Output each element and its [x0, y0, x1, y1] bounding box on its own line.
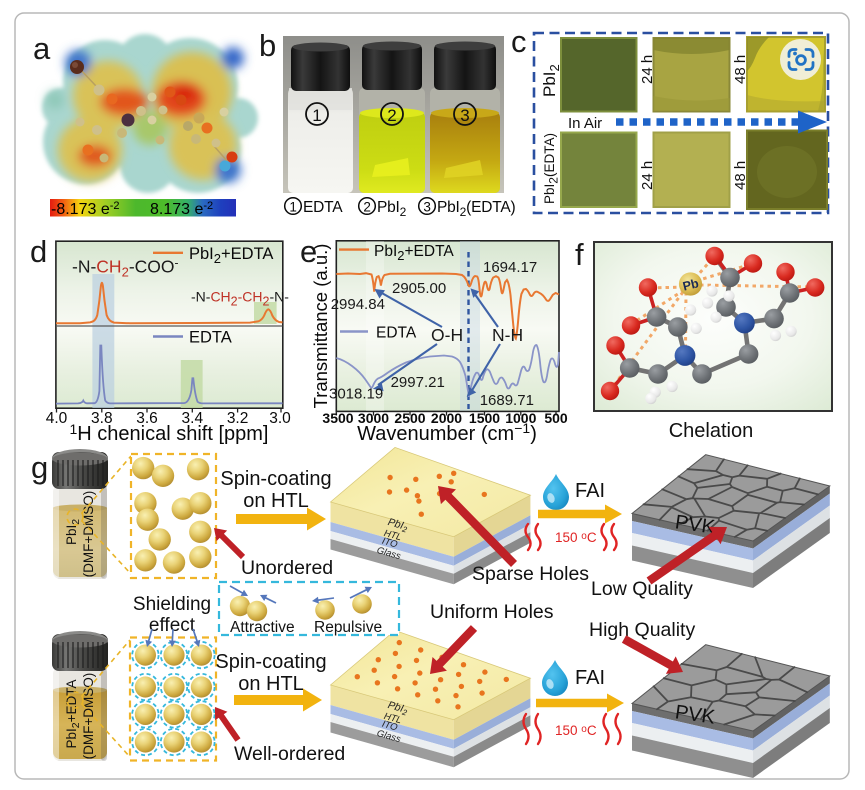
svg-text:1: 1	[312, 106, 321, 125]
svg-text:c: c	[511, 24, 527, 59]
svg-text:FAI: FAI	[575, 480, 605, 502]
svg-text:Wavenumber (cm−1): Wavenumber (cm−1)	[357, 420, 537, 445]
svg-text:150 oC: 150 oC	[555, 530, 597, 545]
svg-text:In Air: In Air	[568, 115, 602, 132]
svg-text:1500: 1500	[469, 410, 500, 426]
svg-text:(DMF+DMSO): (DMF+DMSO)	[81, 673, 96, 760]
svg-text:3.4: 3.4	[182, 410, 204, 427]
svg-text:PbI2+EDTA: PbI2+EDTA	[189, 245, 273, 266]
svg-text:24 h: 24 h	[639, 55, 656, 84]
svg-text:3000: 3000	[358, 410, 389, 426]
svg-text:PbI2(EDTA): PbI2(EDTA)	[542, 133, 561, 204]
svg-text:1689.71: 1689.71	[480, 392, 534, 409]
svg-text:2997.21: 2997.21	[391, 374, 445, 391]
svg-text:EDTA: EDTA	[376, 325, 417, 342]
svg-text:24 h: 24 h	[639, 161, 656, 190]
svg-text:PbI2(EDTA): PbI2(EDTA)	[437, 199, 516, 219]
svg-text:on HTL: on HTL	[238, 673, 304, 695]
svg-text:d: d	[30, 234, 47, 269]
svg-text:N-H: N-H	[492, 325, 523, 345]
svg-text:4.0: 4.0	[46, 410, 68, 427]
svg-text:Unordered: Unordered	[241, 557, 333, 579]
svg-text:effect: effect	[149, 615, 196, 636]
svg-text:Chelation: Chelation	[669, 420, 754, 442]
svg-text:3.2: 3.2	[227, 410, 249, 427]
svg-text:3: 3	[460, 106, 469, 125]
svg-text:Low Quality: Low Quality	[591, 578, 693, 600]
svg-text:2000: 2000	[431, 410, 462, 426]
svg-text:3500: 3500	[322, 410, 353, 426]
svg-text:1694.17: 1694.17	[483, 259, 537, 276]
svg-text:PbI2: PbI2	[377, 199, 407, 219]
svg-text:Sparse Holes: Sparse Holes	[472, 563, 589, 585]
svg-text:48 h: 48 h	[732, 161, 749, 190]
svg-text:HTL: HTL	[383, 711, 403, 726]
svg-text:FAI: FAI	[575, 667, 605, 689]
svg-text:ITO: ITO	[381, 536, 400, 551]
svg-text:3.8: 3.8	[91, 410, 113, 427]
svg-text:3018.19: 3018.19	[329, 386, 383, 403]
svg-text:PbI2+EDTA: PbI2+EDTA	[374, 243, 454, 263]
svg-text:b: b	[259, 28, 276, 63]
svg-text:8.173 e-2: 8.173 e-2	[150, 200, 213, 218]
svg-text:2500: 2500	[394, 410, 425, 426]
svg-text:-N-CH2-COO-: -N-CH2-COO-	[72, 256, 179, 280]
svg-text:ITO: ITO	[381, 719, 400, 734]
svg-text:-8.173 e-2: -8.173 e-2	[51, 200, 120, 218]
svg-text:48 h: 48 h	[732, 55, 749, 84]
svg-text:2905.00: 2905.00	[392, 280, 446, 297]
svg-text:3.0: 3.0	[269, 410, 291, 427]
svg-text:2994.84: 2994.84	[331, 296, 385, 313]
svg-text:EDTA: EDTA	[189, 329, 232, 347]
svg-text:High Quality: High Quality	[589, 619, 695, 641]
svg-text:Transmittance (a.u.): Transmittance (a.u.)	[310, 244, 331, 409]
svg-text:1: 1	[289, 200, 296, 215]
svg-text:O-H: O-H	[431, 325, 463, 345]
svg-text:3.6: 3.6	[136, 410, 158, 427]
svg-text:1H chenical shift [ppm]: 1H chenical shift [ppm]	[70, 421, 269, 445]
svg-text:2: 2	[387, 106, 396, 125]
svg-text:Repulsive: Repulsive	[314, 619, 382, 636]
svg-text:3: 3	[423, 200, 430, 215]
svg-text:2: 2	[363, 200, 370, 215]
svg-text:(DMF+DMSO): (DMF+DMSO)	[81, 491, 96, 578]
svg-text:PbI2: PbI2	[540, 64, 562, 97]
svg-text:1000: 1000	[505, 410, 536, 426]
svg-text:f: f	[575, 237, 584, 272]
svg-text:Pb: Pb	[681, 276, 700, 294]
svg-text:Spin-coating: Spin-coating	[220, 468, 331, 490]
svg-text:a: a	[33, 31, 51, 66]
svg-text:Uniform Holes: Uniform Holes	[430, 601, 554, 623]
svg-text:EDTA: EDTA	[303, 199, 343, 216]
svg-text:Spin-coating: Spin-coating	[215, 651, 326, 673]
svg-text:Attractive: Attractive	[230, 619, 295, 636]
svg-text:Well-ordered: Well-ordered	[234, 743, 345, 765]
svg-text:Shielding: Shielding	[133, 594, 211, 615]
svg-text:g: g	[31, 450, 48, 485]
svg-text:HTL: HTL	[383, 528, 403, 543]
svg-text:150 oC: 150 oC	[555, 723, 597, 738]
svg-text:500: 500	[544, 410, 568, 426]
svg-text:e: e	[300, 234, 317, 269]
svg-text:on HTL: on HTL	[243, 490, 309, 512]
